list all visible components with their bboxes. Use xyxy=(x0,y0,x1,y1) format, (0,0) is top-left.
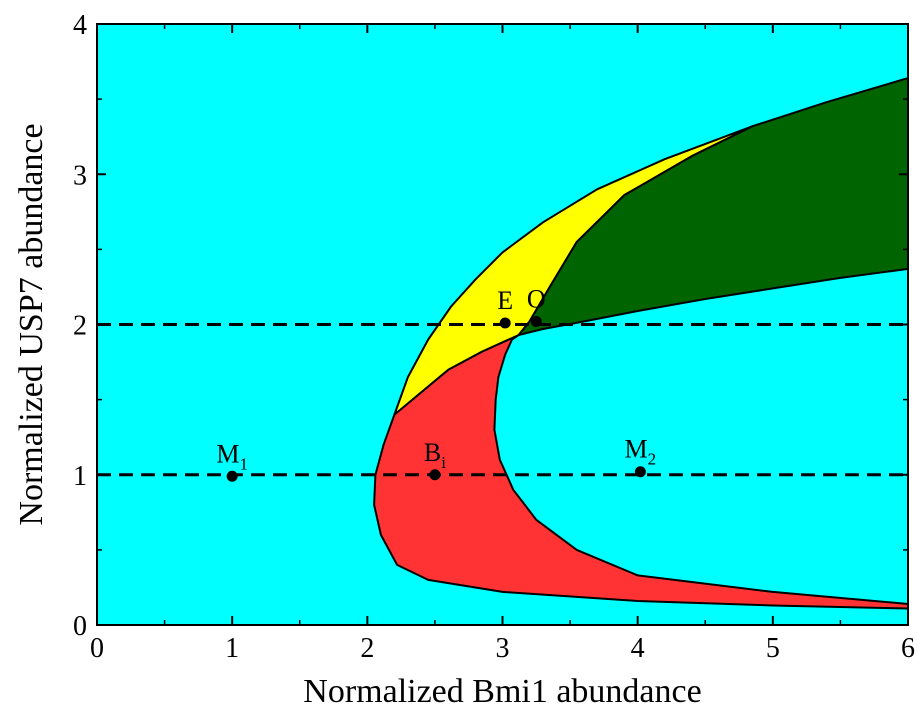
y-tick-label: 4 xyxy=(73,10,87,41)
x-tick-label: 5 xyxy=(766,633,780,664)
point-label: E xyxy=(497,286,513,315)
y-tick-label: 0 xyxy=(73,611,87,642)
point-marker xyxy=(531,316,542,327)
x-tick-label: 3 xyxy=(496,633,510,664)
point-marker xyxy=(635,466,646,477)
y-tick-label: 3 xyxy=(73,160,87,191)
x-tick-label: 2 xyxy=(360,633,374,664)
point-marker xyxy=(500,317,511,328)
y-axis-title: Normalized USP7 abundance xyxy=(13,123,50,525)
point-marker xyxy=(429,469,440,480)
y-tick-label: 1 xyxy=(73,461,87,492)
point-label: O xyxy=(527,284,546,313)
x-tick-label: 6 xyxy=(901,633,915,664)
x-tick-label: 0 xyxy=(90,633,104,664)
point-marker xyxy=(227,471,238,482)
x-tick-label: 4 xyxy=(631,633,645,664)
y-tick-label: 2 xyxy=(73,311,87,342)
x-axis-title: Normalized Bmi1 abundance xyxy=(303,673,701,710)
x-tick-label: 1 xyxy=(225,633,239,664)
